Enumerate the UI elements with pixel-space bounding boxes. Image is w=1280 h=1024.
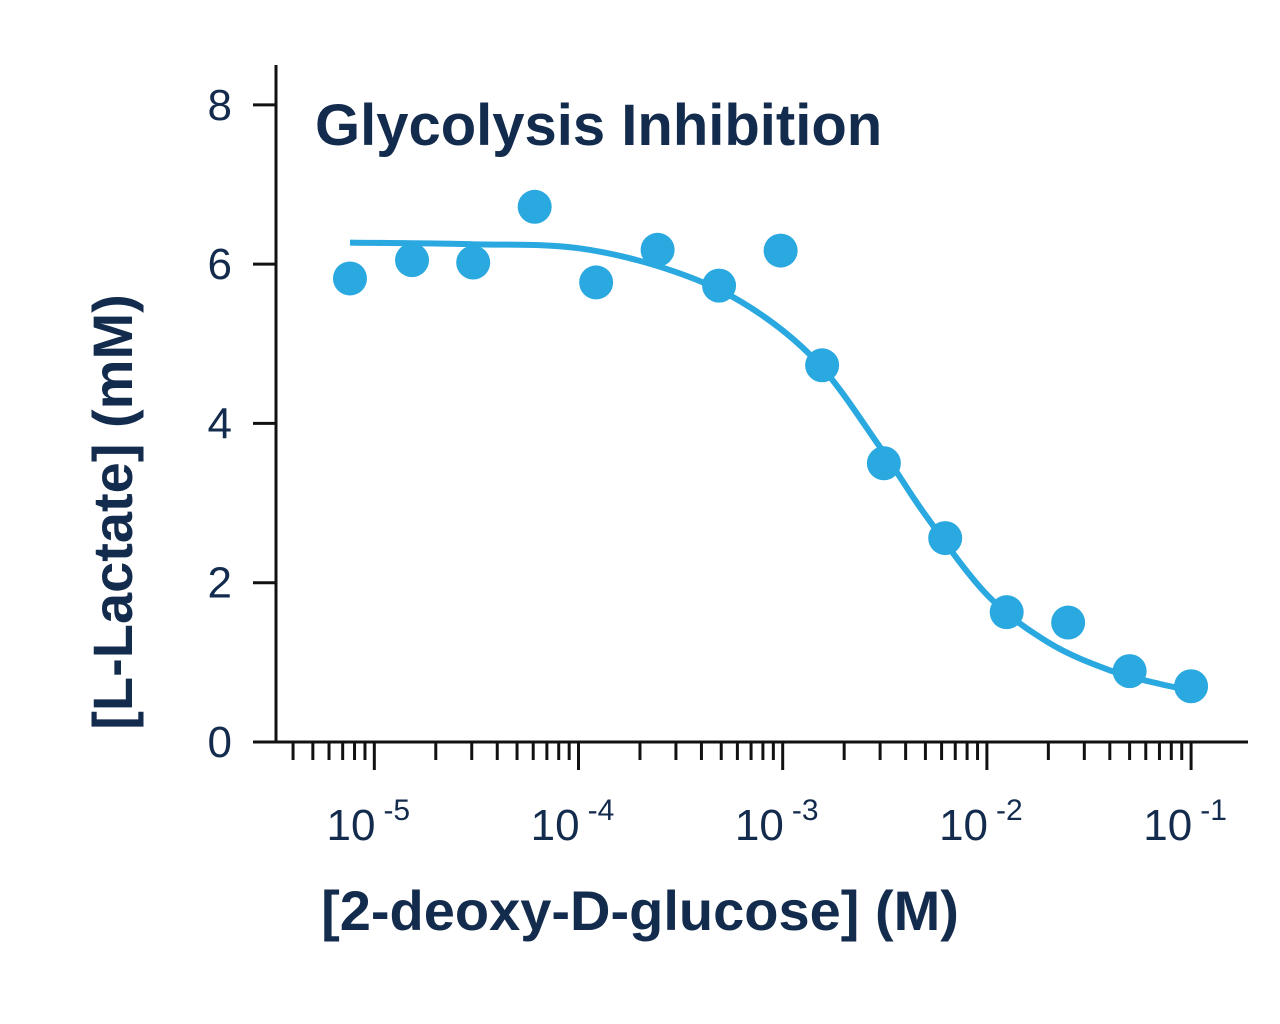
x-axis-minor-ticks xyxy=(291,742,1184,760)
data-point xyxy=(517,189,552,224)
y-tick-label: 0 xyxy=(208,718,232,767)
data-point xyxy=(989,595,1024,630)
fit-curve xyxy=(349,239,1192,694)
y-axis-title: [L-Lactate] (mM) xyxy=(81,294,144,730)
data-point xyxy=(1112,654,1147,689)
data-point xyxy=(1051,605,1086,640)
data-point xyxy=(395,243,430,278)
data-point xyxy=(456,245,491,280)
data-point xyxy=(1174,669,1209,704)
y-tick-label: 4 xyxy=(208,399,232,448)
fit-curve-layer xyxy=(349,239,1192,694)
data-points-layer xyxy=(332,189,1209,704)
x-tick-label: 10 -4 xyxy=(531,794,615,850)
data-point xyxy=(640,232,675,267)
y-tick-label: 2 xyxy=(208,559,232,608)
x-tick-label: 10 -1 xyxy=(1143,794,1227,850)
y-tick-label: 8 xyxy=(208,81,232,130)
y-tick-label: 6 xyxy=(208,240,232,289)
data-point xyxy=(866,446,901,481)
data-point xyxy=(332,261,367,296)
data-point xyxy=(928,521,963,556)
x-tick-label: 10 -3 xyxy=(735,794,819,850)
chart-title: Glycolysis Inhibition xyxy=(315,93,882,158)
x-tick-label: 10 -2 xyxy=(939,794,1023,850)
x-axis-title: [2-deoxy-D-glucose] (M) xyxy=(321,879,959,942)
data-point xyxy=(579,265,614,300)
data-point xyxy=(702,268,737,303)
data-point xyxy=(805,348,840,383)
x-tick-label: 10 -5 xyxy=(326,794,410,850)
axis-ticks: 0 2 4 6 8 10 -5 10 -4 10 -3 10 -2 10 -1 xyxy=(208,81,1227,850)
data-point xyxy=(763,233,798,268)
